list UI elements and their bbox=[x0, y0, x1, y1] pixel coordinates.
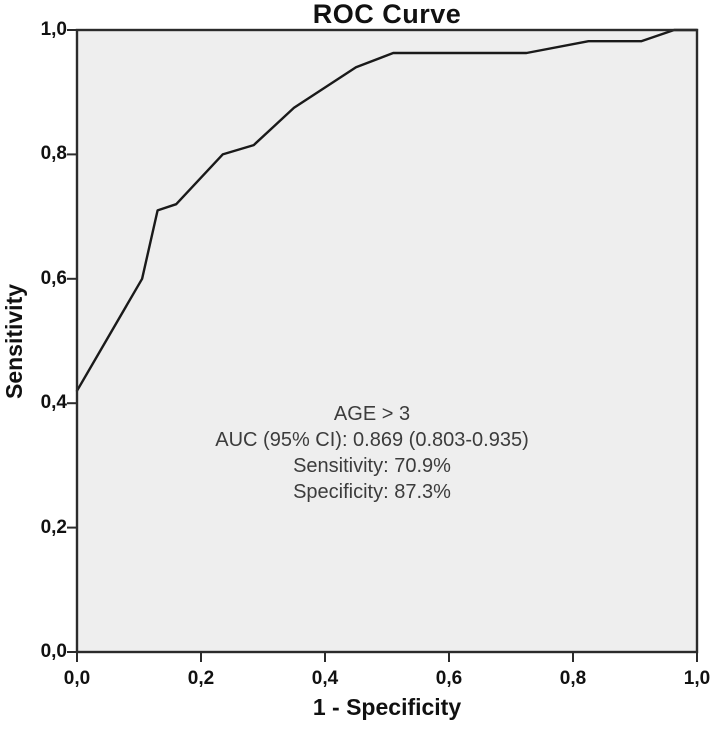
x-tick-label: 0,6 bbox=[435, 668, 463, 689]
plot-frame bbox=[75, 28, 699, 654]
y-tick-label: 0,0 bbox=[40, 641, 67, 662]
x-tick-label: 0,8 bbox=[559, 668, 587, 689]
annotation-auc: AUC (95% CI): 0.869 (0.803-0.935) bbox=[215, 429, 529, 451]
x-tick-label: 0,2 bbox=[187, 668, 215, 689]
roc-curve bbox=[75, 28, 699, 392]
y-axis-title: Sensitivity bbox=[1, 283, 28, 399]
x-tick-label: 0,4 bbox=[311, 668, 339, 689]
annotation-specificity: Specificity: 87.3% bbox=[293, 481, 451, 503]
y-tick-label: 0,8 bbox=[40, 143, 67, 165]
y-tick-label: 0,4 bbox=[40, 392, 67, 414]
annotation-sensitivity: Sensitivity: 70.9% bbox=[293, 455, 451, 477]
chart-title: ROC Curve bbox=[312, 0, 462, 29]
x-axis-title: 1 - Specificity bbox=[312, 694, 462, 720]
y-tick-label: 0,6 bbox=[40, 267, 67, 289]
x-tick-label: 0,0 bbox=[63, 668, 91, 689]
y-tick-label: 1,0 bbox=[40, 19, 67, 40]
y-tick-label: 0,2 bbox=[40, 516, 67, 538]
plot-background bbox=[77, 30, 697, 652]
annotation-cutoff: AGE > 3 bbox=[333, 403, 411, 425]
x-tick-label: 1,0 bbox=[683, 668, 710, 689]
y-axis-title-wrap: Sensitivity bbox=[0, 30, 30, 652]
annotation-block: AGE > 3 AUC (95% CI): 0.869 (0.803-0.935… bbox=[62, 401, 682, 505]
